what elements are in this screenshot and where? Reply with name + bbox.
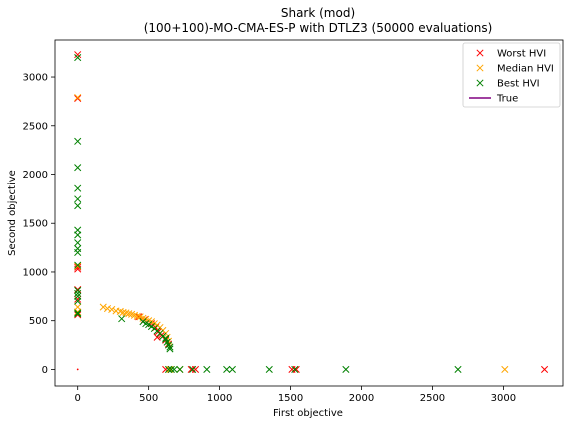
point-best-hvi [74,195,82,203]
point-best-hvi [74,53,82,62]
point-best-hvi [265,365,273,373]
point-best-hvi [176,365,184,373]
point-worst-hvi [540,365,549,373]
legend-label: True [496,94,518,105]
legend-label: Median HVI [497,64,554,75]
point-median-hvi [74,308,82,316]
point-median-hvi [99,303,107,311]
point-best-hvi [162,334,170,342]
axis-ticks: 0 500 1000 1500 2000 2500 3000 0 500 1000 1500 2000… [23,73,517,404]
x-tick-label: 3000 [491,393,516,404]
chart-subtitle: (100+100)-MO-CMA-ES-P with DTLZ3 (50000 … [144,21,493,35]
legend-item: Median HVI [476,64,554,75]
point-best-hvi [291,365,299,373]
point-best-hvi [74,289,82,297]
plot-area [54,39,564,387]
point-median-hvi [103,304,112,313]
point-worst-hvi [74,263,82,271]
point-best-hvi [118,315,126,323]
point-median-hvi [108,305,116,314]
point-median-hvi [501,365,509,373]
legend-item: Best HVI [476,79,540,90]
point-best-hvi [74,239,82,247]
point-best-hvi [166,345,174,353]
point-best-hvi [74,297,82,305]
point-best-hvi [74,202,82,210]
plot-frame [54,39,564,387]
point-best-hvi [223,365,231,373]
point-median-hvi [125,310,133,318]
y-tick-label: 500 [29,316,48,327]
y-tick-label: 1000 [23,267,48,278]
point-best-hvi [74,137,82,145]
point-worst-hvi [191,365,200,373]
point-best-hvi [74,261,82,269]
point-worst-hvi [74,51,82,59]
legend-marker [476,49,484,57]
legend-marker [476,79,484,87]
y-axis-label: Second objective [7,170,18,256]
point-median-hvi [119,308,127,316]
point-best-hvi [454,365,462,373]
point-best-hvi [74,286,82,295]
x-tick-label: 1500 [278,393,303,404]
point-worst-hvi [74,295,82,303]
x-tick-label: 2500 [420,393,445,404]
point-best-hvi [74,184,82,192]
point-worst-hvi [74,94,82,103]
legend: Worst HVI Median HVI Best HVI True [462,42,561,108]
point-median-hvi [133,312,141,320]
chart-title: Shark (mod) [281,6,355,20]
point-worst-hvi [74,311,82,319]
point-best-hvi [74,248,82,257]
legend-marker [476,64,484,72]
legend-item: True [469,94,518,105]
point-best-hvi [170,365,178,373]
point-best-hvi [203,365,211,373]
legend-item: Worst HVI [476,49,546,60]
x-axis-label: First objective [273,408,343,419]
point-best-hvi [74,310,82,318]
point-worst-hvi [153,333,161,341]
point-best-hvi [228,365,236,373]
point-best-hvi [189,365,197,373]
point-best-hvi [74,309,82,317]
x-tick-label: 500 [139,393,158,404]
legend-box [462,42,561,108]
y-tick-label: 0 [42,365,48,376]
point-worst-hvi [292,365,300,373]
point-best-hvi [74,164,82,172]
point-median-hvi [74,93,82,102]
point-best-hvi [166,343,174,351]
y-tick-label: 3000 [23,73,48,84]
point-best-hvi [164,365,173,373]
data-marks [74,51,549,373]
point-dot [76,368,79,371]
point-median-hvi [74,262,82,270]
x-tick-label: 2000 [349,393,374,404]
y-tick-label: 2000 [23,170,48,181]
point-best-hvi [74,231,82,239]
x-tick-label: 0 [75,393,81,404]
legend-label: Worst HVI [497,49,546,60]
x-tick-label: 1000 [207,393,232,404]
legend-label: Best HVI [497,79,540,90]
y-tick-label: 1500 [23,219,48,230]
point-best-hvi [167,365,175,373]
point-best-hvi [342,365,350,373]
y-tick-label: 2500 [23,121,48,132]
